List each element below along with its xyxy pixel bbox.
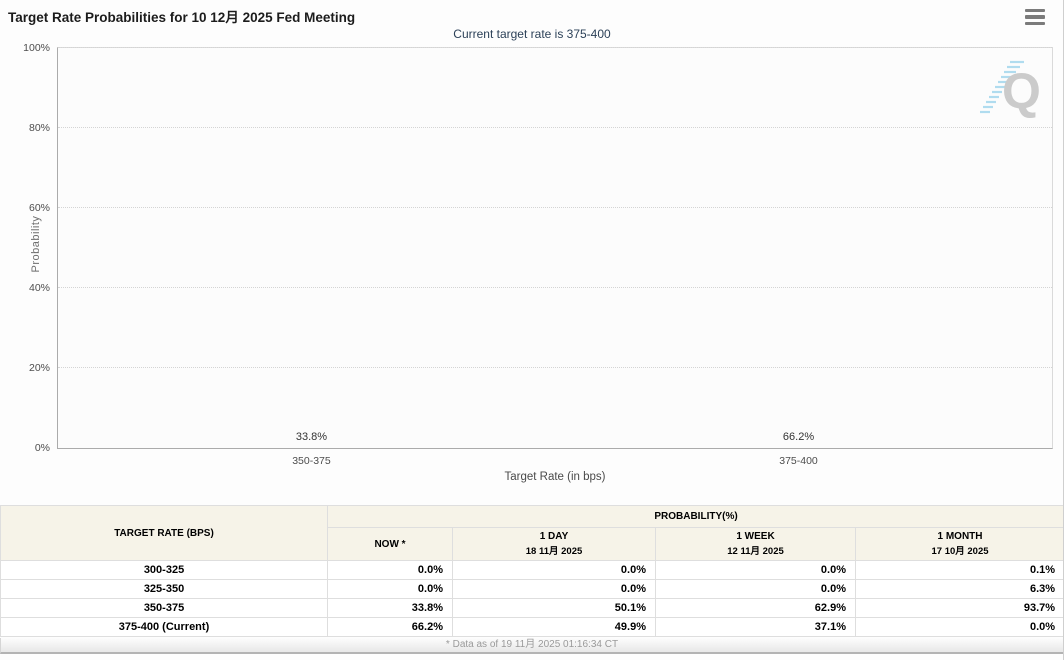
- y-tick-label: 100%: [23, 42, 50, 54]
- data-as-of-note: * Data as of 19 11月 2025 01:16:34 CT: [0, 638, 1063, 654]
- col-group-header-probability: PROBABILITY(%): [326, 505, 1063, 528]
- col-header-1month: 1 MONTH 17 10月 2025: [854, 527, 1063, 561]
- x-tick-label: 350-375: [292, 455, 331, 467]
- now-value: 0.0%: [327, 560, 453, 580]
- y-tick-label: 80%: [28, 122, 50, 134]
- month-value: 93.7%: [854, 598, 1063, 618]
- x-tick-label: 375-400: [779, 455, 818, 467]
- bar-value-label: 66.2%: [782, 431, 815, 443]
- plot-area: Q 33.8% 66.2% 350-375 375-400 0% 20% 40% 60…: [23, 42, 1053, 467]
- month-value: 0.0%: [854, 617, 1063, 637]
- y-tick-label: 40%: [28, 282, 50, 294]
- table-row: 300-325 0.0% 0.0% 0.0% 0.1%: [0, 560, 1063, 580]
- probability-table: TARGET RATE (BPS) PROBABILITY(%) NOW * 1…: [0, 505, 1063, 637]
- rate-label: 375-400 (Current): [0, 617, 328, 637]
- y-tick-label: 20%: [28, 362, 50, 374]
- quikstrike-q-logo-watermark: Q: [980, 58, 1046, 125]
- y-axis-title: Probability: [30, 215, 42, 273]
- day-value: 50.1%: [452, 598, 656, 618]
- rate-label: 325-350: [0, 579, 328, 599]
- week-value: 0.0%: [655, 579, 856, 599]
- page-title: Target Rate Probabilities for 10 12月 202…: [8, 10, 356, 25]
- y-tick-label: 60%: [28, 202, 50, 214]
- col-header-target-rate: TARGET RATE (BPS): [0, 505, 328, 561]
- month-value: 0.1%: [854, 560, 1063, 580]
- col-header-1week: 1 WEEK 12 11月 2025: [655, 527, 856, 561]
- week-value: 62.9%: [655, 598, 856, 618]
- table-row: 325-350 0.0% 0.0% 0.0% 6.3%: [0, 579, 1063, 599]
- q-letter: Q: [1002, 63, 1041, 119]
- col-header-now: NOW *: [327, 527, 453, 561]
- table-row: 350-375 33.8% 50.1% 62.9% 93.7%: [0, 598, 1063, 618]
- chart-subtitle: Current target rate is 375-400: [453, 27, 611, 41]
- month-value: 6.3%: [854, 579, 1063, 599]
- week-value: 37.1%: [655, 617, 856, 637]
- day-value: 0.0%: [452, 560, 656, 580]
- table-row: 375-400 (Current) 66.2% 49.9% 37.1% 0.0%: [0, 617, 1063, 637]
- col-header-1day: 1 DAY 18 11月 2025: [452, 527, 656, 561]
- now-value: 33.8%: [327, 598, 453, 618]
- now-value: 0.0%: [327, 579, 453, 599]
- hamburger-menu-icon[interactable]: [1025, 9, 1045, 25]
- y-tick-label: 0%: [34, 442, 50, 454]
- bar-value-label: 33.8%: [295, 431, 328, 443]
- now-value: 66.2%: [327, 617, 453, 637]
- x-axis-title: Target Rate (in bps): [504, 471, 606, 483]
- day-value: 49.9%: [452, 617, 656, 637]
- rate-label: 300-325: [0, 560, 328, 580]
- week-value: 0.0%: [655, 560, 856, 580]
- day-value: 0.0%: [452, 579, 656, 599]
- rate-label: 350-375: [0, 598, 328, 618]
